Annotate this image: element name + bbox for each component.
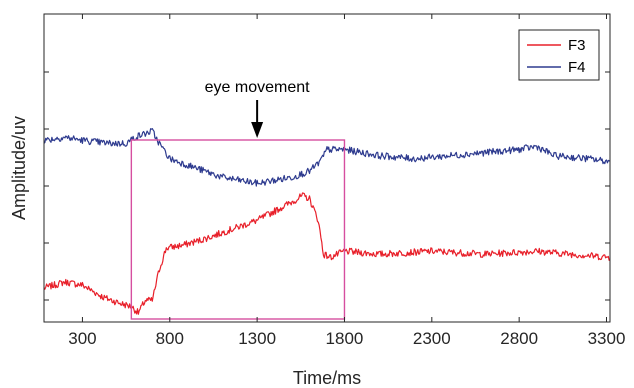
legend-box bbox=[518, 29, 600, 81]
annotation-label: eye movement bbox=[205, 79, 310, 96]
legend-label-f3: F3 bbox=[568, 37, 586, 54]
x-tick-label: 800 bbox=[156, 329, 184, 348]
x-tick-label: 3300 bbox=[588, 329, 626, 348]
x-tick-label: 2300 bbox=[413, 329, 451, 348]
x-tick-label: 1800 bbox=[326, 329, 364, 348]
x-tick-label: 1300 bbox=[238, 329, 276, 348]
legend-label-f4: F4 bbox=[568, 59, 586, 76]
series-line-f4 bbox=[43, 128, 611, 187]
series-line-f3 bbox=[43, 192, 611, 315]
x-tick-label: 2800 bbox=[500, 329, 538, 348]
x-axis-label: Time/ms bbox=[293, 368, 361, 388]
annotation-arrow-head bbox=[251, 122, 264, 138]
series-layer bbox=[43, 128, 611, 315]
eye-movement-box bbox=[130, 139, 346, 320]
eye-movement-annotation: eye movement bbox=[205, 79, 310, 138]
y-axis-label: Amplitude/uv bbox=[9, 116, 29, 220]
plot-frame bbox=[43, 13, 611, 323]
axes-layer: 300 800 1300 1800 2300 2800 3300 bbox=[43, 13, 626, 348]
x-tick-label: 300 bbox=[68, 329, 96, 348]
